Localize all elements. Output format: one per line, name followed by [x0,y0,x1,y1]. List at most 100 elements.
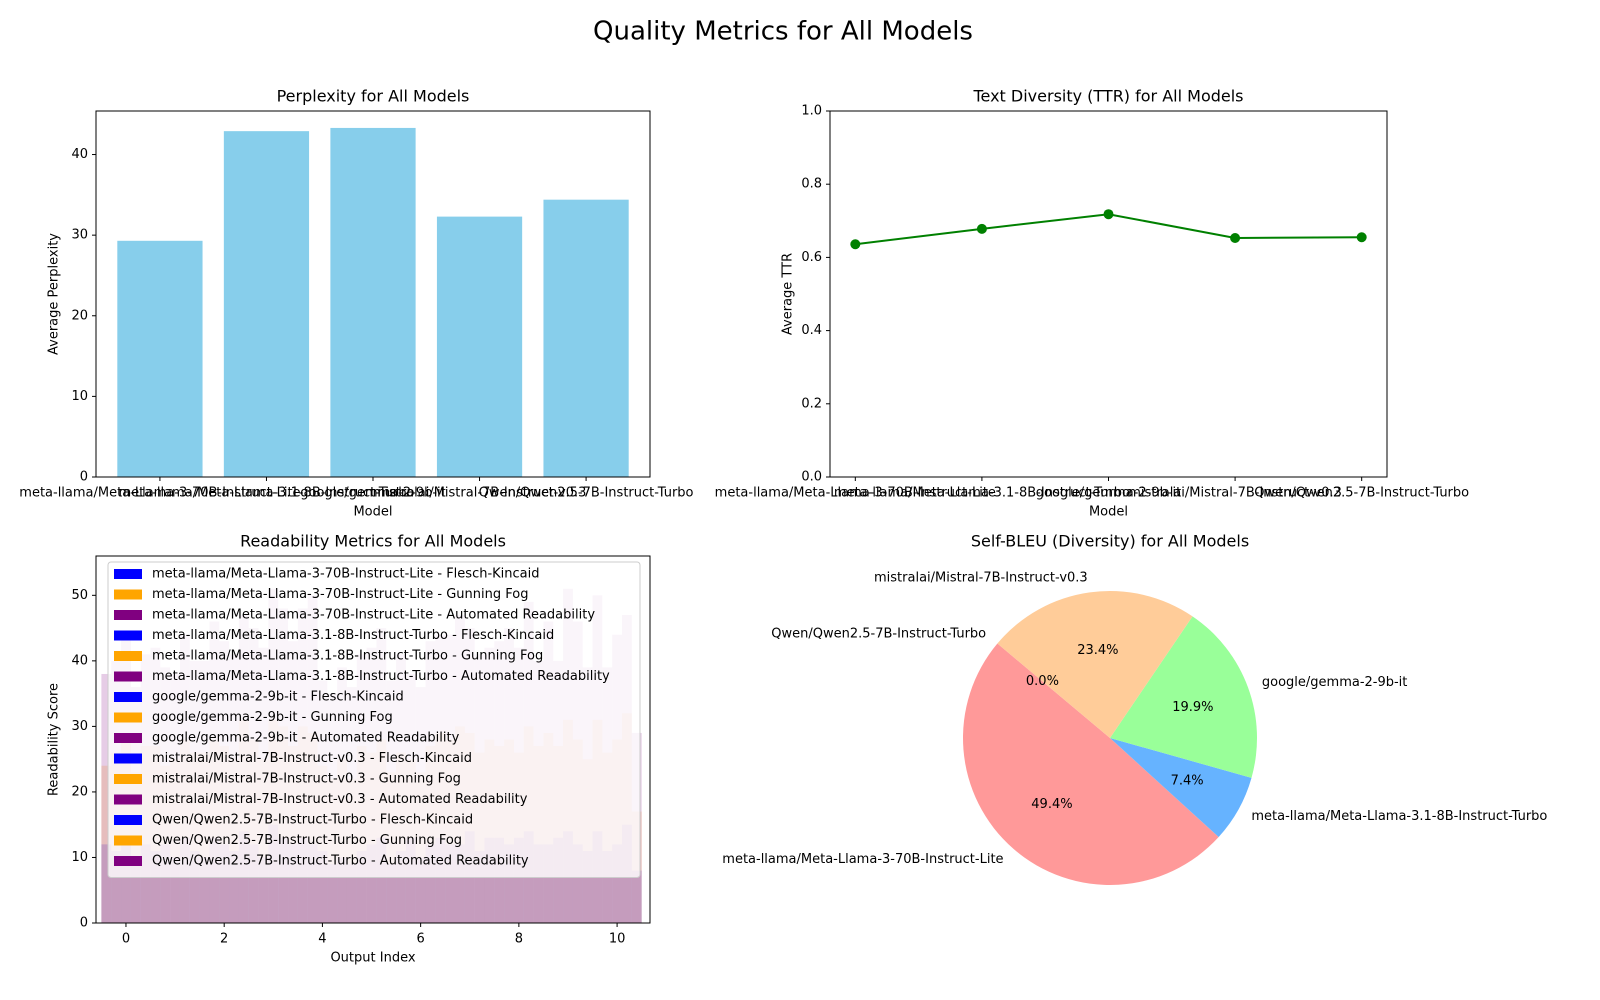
y-tick-label: 30 [71,228,88,243]
y-tick-label: 20 [71,308,88,323]
slice-label: google/gemma-2-9b-it [1262,675,1408,690]
bar [130,857,141,923]
marker [976,223,987,234]
slice-label: Qwen/Qwen2.5-7B-Instruct-Turbo [771,627,986,642]
bar [117,240,203,477]
legend-label: Qwen/Qwen2.5-7B-Instruct-Turbo - Flesch-… [152,813,473,828]
bar [612,844,623,923]
bar [327,864,338,923]
marker [1230,233,1241,244]
x-tick-label: 4 [318,932,326,947]
slice-label: meta-llama/Meta-Llama-3-70B-Instruct-Lit… [722,852,1003,867]
y-tick-label: 0.2 [801,396,822,411]
legend-swatch [114,733,142,743]
bar [543,199,629,478]
legend-label: Qwen/Qwen2.5-7B-Instruct-Turbo - Gunning… [152,833,462,848]
legend-box [107,561,641,878]
x-tick-label: Qwen/Qwen2.5-7B-Instruct-Turbo [1254,486,1469,501]
legend-label: mistralai/Mistral-7B-Instruct-v0.3 - Fle… [152,751,472,766]
x-tick-label: meta-llama/Meta-Llama-3-70B-Instruct-Lit… [715,486,996,501]
y-tick-label: 50 [71,588,88,603]
slice-label: meta-llama/Meta-Llama-3.1-8B-Instruct-Tu… [1251,809,1547,824]
marker [1103,209,1114,220]
legend-swatch [114,712,142,723]
slice-value-label: 19.9% [1172,700,1213,715]
axes-title: Text Diversity (TTR) for All Models [972,87,1243,106]
x-tick-label: mistralai/Mistral-7B-Instruct-v0.3 [1128,486,1342,501]
y-tick-label: 20 [71,784,88,799]
bar [150,850,161,923]
bar [278,837,289,923]
y-tick-label: 10 [71,389,88,404]
slice-label: mistralai/Mistral-7B-Instruct-v0.3 [874,570,1088,585]
y-tick-label: 0.4 [801,323,822,338]
y-tick-label: 40 [71,653,88,668]
legend-swatch [114,671,142,682]
bar [297,837,308,923]
bar [602,850,613,923]
bar [436,216,523,478]
bar [455,844,465,923]
bar [160,844,171,923]
bar [337,857,347,923]
legend-label: google/gemma-2-9b-it - Gunning Fog [152,710,393,725]
bar [179,837,190,923]
bar [553,837,564,923]
y-tick-label: 30 [71,719,88,734]
axes-frame [95,110,651,478]
y-axis-label: Readability Score [47,683,62,796]
legend-label: mistralai/Mistral-7B-Instruct-v0.3 - Aut… [152,792,528,807]
marker [1356,232,1367,243]
bar [376,837,387,923]
legend-label: google/gemma-2-9b-it - Flesch-Kincaid [152,690,404,705]
legend-swatch [114,692,142,702]
legend-swatch [114,630,142,641]
bar [494,837,505,923]
y-tick-label: 0.8 [801,177,822,192]
bar [435,837,446,923]
bar [533,844,544,923]
x-tick-label: 6 [416,932,424,947]
pie-slice [1110,738,1252,838]
x-axis-label: Model [353,505,392,520]
x-axis-label: Model [1089,505,1128,520]
legend-swatch [114,835,142,846]
bar [396,850,406,923]
x-axis-label: Output Index [330,951,415,966]
legend-swatch [114,610,142,620]
legend-swatch [114,774,142,784]
slice-value-label: 23.4% [1077,643,1118,658]
x-tick-label: meta-llama/Meta-Llama-3.1-8B-Instruct-Tu… [118,486,414,501]
legend-label: meta-llama/Meta-Llama-3.1-8B-Instruct-Tu… [152,669,610,684]
slice-value-label: 7.4% [1171,773,1204,788]
bar [513,837,524,923]
bar [330,127,416,478]
bar [474,850,485,923]
bar [307,844,318,923]
y-tick-label: 0 [80,470,88,485]
bar [445,844,456,923]
slice-value-label: 0.0% [1026,674,1059,689]
pie-slice [997,590,1193,738]
bar [288,844,298,923]
bar [121,837,131,923]
x-tick-label: meta-llama/Meta-Llama-3.1-8B-Instruct-Tu… [834,486,1130,501]
bar [317,850,328,923]
figure-title: Quality Metrics for All Models [593,17,973,47]
bar [366,844,377,923]
y-tick-label: 0.0 [801,470,822,485]
bar [504,844,514,923]
bar [219,844,230,923]
legend-swatch [114,569,142,579]
legend-label: meta-llama/Meta-Llama-3-70B-Instruct-Lit… [152,587,528,602]
bar [572,844,583,923]
x-tick-label: Qwen/Qwen2.5-7B-Instruct-Turbo [479,486,694,501]
y-tick-label: 10 [71,850,88,865]
legend-swatch [114,856,142,866]
legend-label: meta-llama/Meta-Llama-3.1-8B-Instruct-Tu… [152,628,554,643]
legend-swatch [114,753,142,764]
marker [850,239,861,250]
bar [484,837,495,923]
pie-slice [963,643,1219,885]
